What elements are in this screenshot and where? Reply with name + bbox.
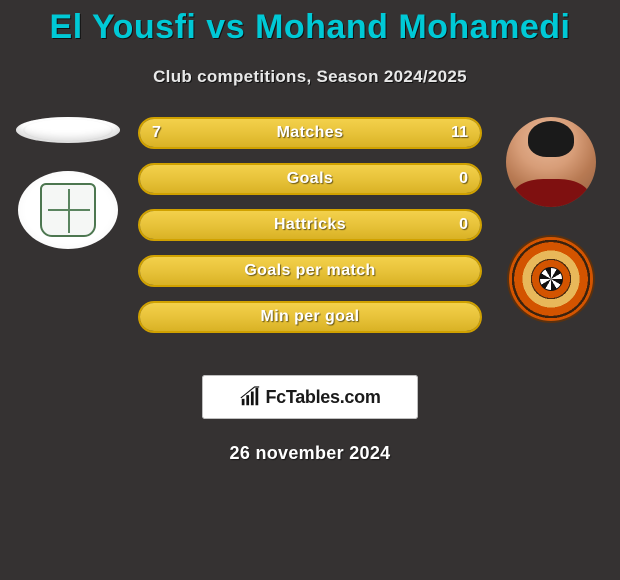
player-right-crest	[507, 235, 595, 323]
comparison-row: 7Matches11	[138, 117, 482, 149]
right-player-column	[496, 117, 606, 323]
player-right-photo	[506, 117, 596, 207]
comparison-row: Goals per match	[138, 255, 482, 287]
shield-icon	[40, 183, 96, 237]
page-subtitle: Club competitions, Season 2024/2025	[0, 67, 620, 87]
bar-label: Matches	[140, 119, 480, 147]
bar-label: Goals per match	[140, 257, 480, 285]
comparison-row: Hattricks0	[138, 209, 482, 241]
player-left-photo	[16, 117, 120, 143]
bar-value-right: 0	[459, 165, 468, 193]
comparison-row: Min per goal	[138, 301, 482, 333]
bar-label: Hattricks	[140, 211, 480, 239]
comparison-bars: 7Matches11Goals0Hattricks0Goals per matc…	[138, 117, 482, 333]
soccer-ball-icon	[539, 267, 563, 291]
bar-value-right: 0	[459, 211, 468, 239]
bar-chart-icon	[239, 386, 261, 408]
comparison-row: Goals0	[138, 163, 482, 195]
page-title: El Yousfi vs Mohand Mohamedi	[0, 0, 620, 47]
bar-label: Min per goal	[140, 303, 480, 331]
brand-text: FcTables.com	[265, 387, 380, 408]
bar-value-right: 11	[451, 119, 468, 147]
player-left-crest	[18, 171, 118, 249]
bar-label: Goals	[140, 165, 480, 193]
comparison-section: 7Matches11Goals0Hattricks0Goals per matc…	[0, 117, 620, 357]
left-player-column	[8, 117, 128, 249]
brand-badge: FcTables.com	[202, 375, 418, 419]
footer-date: 26 november 2024	[0, 443, 620, 464]
